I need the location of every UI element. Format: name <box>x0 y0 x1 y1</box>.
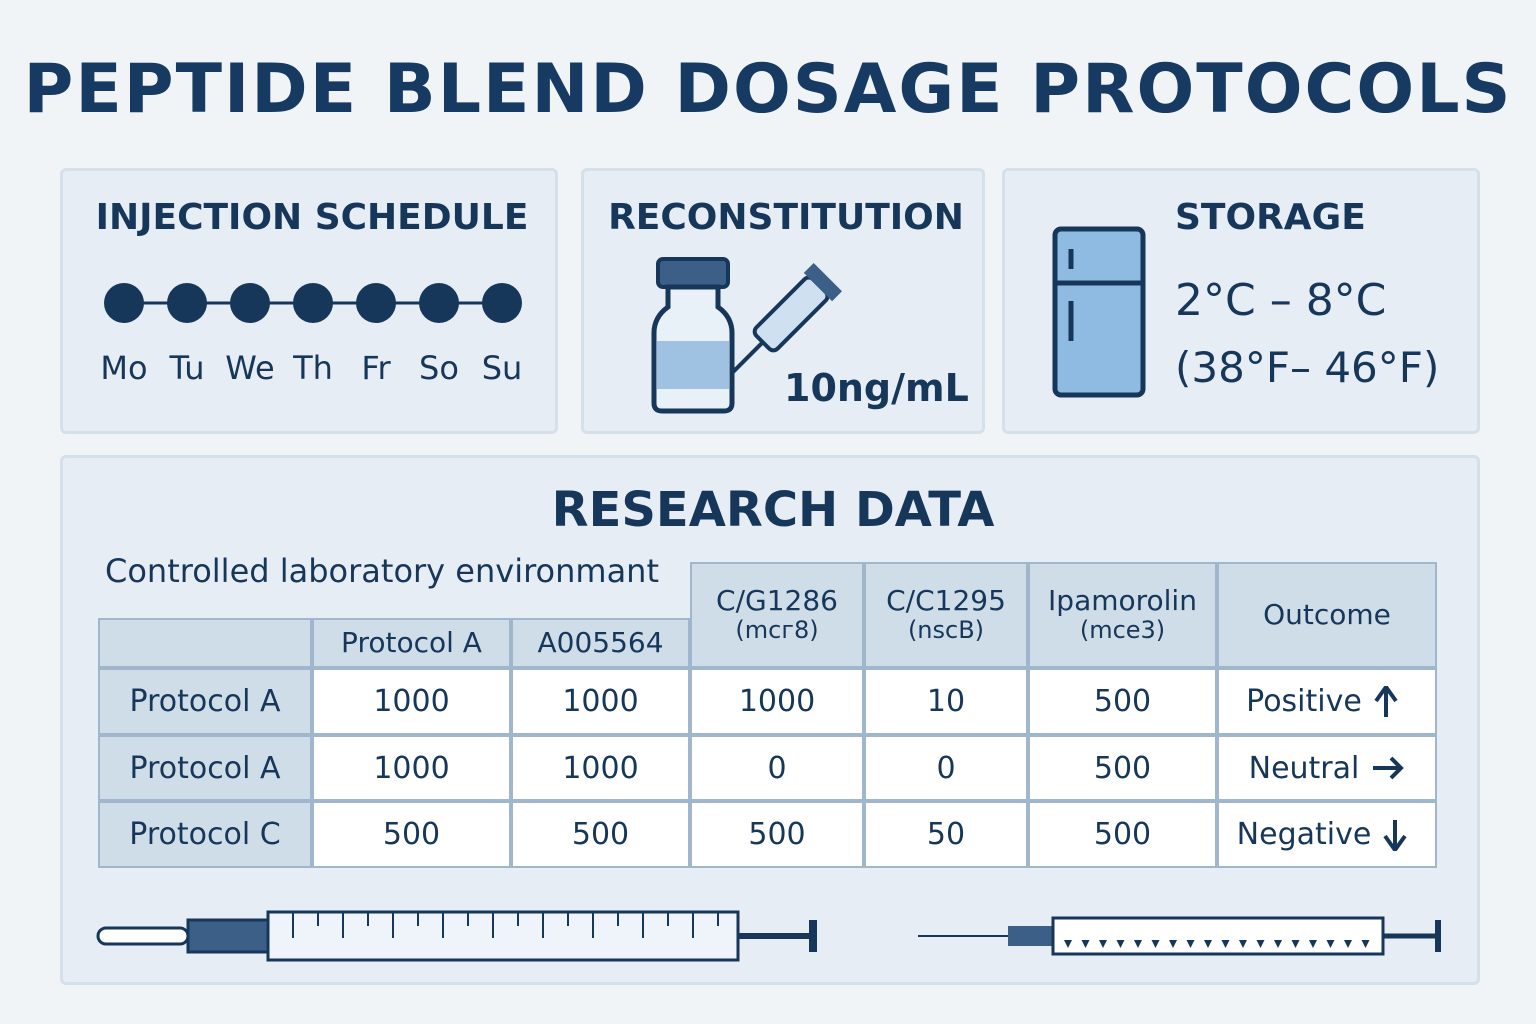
header-name: A005564 <box>537 625 664 659</box>
day-dot <box>104 283 144 323</box>
concentration: 10ng/mL <box>784 366 969 410</box>
table-cell: 500 <box>1028 801 1217 868</box>
table-cell: 500 <box>1028 735 1217 801</box>
table-cell: 500 <box>690 801 864 868</box>
header-name: Outcome <box>1263 597 1391 631</box>
outcome-cell: Positive <box>1217 668 1437 735</box>
table-cell: 1000 <box>511 668 690 735</box>
header-name: C/G1286 <box>716 584 838 618</box>
outcome: Positive <box>1246 684 1362 719</box>
table-cell: 50 <box>864 801 1028 868</box>
schedule-card: INJECTION SCHEDULE Mo Tu We Th Fr So Su <box>60 168 558 434</box>
section-title: RESEARCH DATA <box>551 482 995 538</box>
outcome-cell: Neutral <box>1217 735 1437 801</box>
syringe-mark <box>1204 940 1212 948</box>
day-label: Tu <box>169 349 205 387</box>
day-label: So <box>419 349 459 387</box>
table-cell: 1000 <box>690 668 864 735</box>
table-cell: 0 <box>690 735 864 801</box>
storage-card: STORAGE 2°C – 8°C (38°F– 46°F) <box>1002 168 1480 434</box>
row-label: Protocol C <box>98 801 312 868</box>
day-label: Fr <box>361 349 391 387</box>
card-title: INJECTION SCHEDULE <box>95 197 529 238</box>
syringe-mark <box>1291 940 1300 948</box>
header-unit: (nscB) <box>907 616 985 645</box>
table-cell: 1000 <box>312 735 511 801</box>
day-dot <box>167 283 207 323</box>
syringe-mark <box>1256 940 1265 948</box>
day-dot <box>419 283 459 323</box>
day-dot <box>356 283 396 323</box>
syringe-mark <box>1064 940 1072 948</box>
page-title: PEPTIDE BLEND DOSAGE PROTOCOLS <box>23 50 1513 129</box>
day-label: Su <box>482 349 523 387</box>
outcome: Negative <box>1236 817 1372 852</box>
outcome-cell: Negative <box>1217 801 1437 868</box>
syringe-mark <box>1274 940 1282 948</box>
syringe-mark <box>1169 940 1177 948</box>
table-cell: 500 <box>1028 668 1217 735</box>
syringe-mark <box>1309 940 1317 948</box>
column-header: A005564 <box>511 618 690 668</box>
day-label: Th <box>292 349 333 387</box>
header-unit: (mce3) <box>1079 616 1166 645</box>
header-name: Protocol A <box>341 625 482 659</box>
syringe-mark <box>1361 940 1370 948</box>
column-header: C/G1286 (mcг8) <box>690 562 864 668</box>
header-name: C/C1295 <box>886 584 1006 618</box>
column-header: Outcome <box>1217 562 1437 668</box>
day-dot <box>230 283 270 323</box>
syringe-mark <box>1134 940 1142 948</box>
column-header: Ipamorolin (mce3) <box>1028 562 1217 668</box>
column-header: C/C1295 (nscB) <box>864 562 1028 668</box>
day-label: We <box>225 349 274 387</box>
day-dot <box>293 283 333 323</box>
syringe-mark <box>1151 940 1160 948</box>
outcome-arrow <box>1373 756 1405 780</box>
schedule-graphic: Mo Tu We Th Fr So Su <box>100 283 523 387</box>
outcome: Neutral <box>1248 750 1360 786</box>
table-cell: 10 <box>864 668 1028 735</box>
syringe-icons <box>96 910 1441 962</box>
table-cell: 1000 <box>312 668 511 735</box>
table-cell: 500 <box>312 801 511 868</box>
syringe-mark <box>1239 940 1247 948</box>
syringe-mark <box>1099 940 1107 948</box>
outcome-arrow <box>1383 819 1407 851</box>
table-cell: 0 <box>864 735 1028 801</box>
syringe-mark <box>1186 940 1195 948</box>
subtitle: Controlled laboratory environmant <box>105 552 659 590</box>
card-title: RECONSTITUTION <box>608 197 964 238</box>
vial-icon <box>651 257 842 414</box>
syringe-mark <box>1344 940 1352 948</box>
header-corner <box>98 618 312 668</box>
syringe-mark <box>1221 940 1230 948</box>
card-title: STORAGE <box>1175 197 1366 238</box>
table-cell: 500 <box>511 801 690 868</box>
header-unit: (mcг8) <box>735 616 819 645</box>
header-name: Ipamorolin <box>1048 584 1197 618</box>
row-label: Protocol A <box>98 668 312 735</box>
syringe-mark <box>1326 940 1335 948</box>
outcome-arrow <box>1374 685 1398 717</box>
column-header: Protocol A <box>312 618 511 668</box>
row-label: Protocol A <box>98 735 312 801</box>
syringe-mark <box>1081 940 1090 948</box>
reconstitution-card: RECONSTITUTION 10ng/mL <box>581 168 985 434</box>
fridge-icon <box>1052 226 1146 398</box>
day-dot <box>482 283 522 323</box>
table-cell: 1000 <box>511 735 690 801</box>
syringe-mark <box>1116 940 1125 948</box>
fahrenheit-range: (38°F– 46°F) <box>1175 343 1440 392</box>
day-label: Mo <box>100 349 147 387</box>
celsius-range: 2°C – 8°C <box>1175 275 1387 326</box>
